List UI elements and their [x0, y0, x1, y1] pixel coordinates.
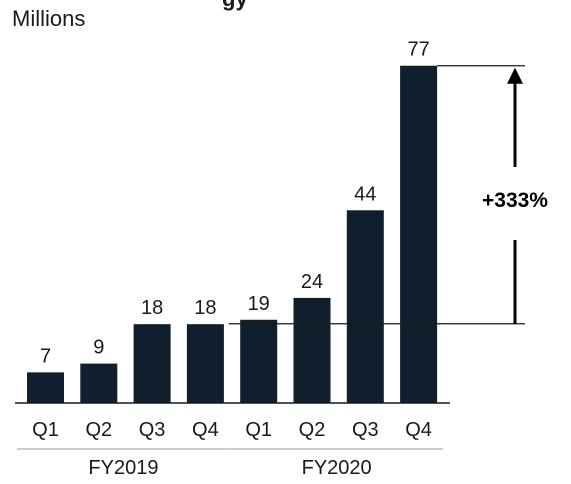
category-label: Q2 — [85, 419, 112, 441]
bar — [346, 210, 384, 403]
data-label: 19 — [248, 293, 270, 315]
category-label: Q1 — [245, 419, 272, 441]
group-label: FY2019 — [88, 457, 158, 479]
category-label: Q4 — [405, 419, 432, 441]
data-label: 18 — [194, 297, 216, 319]
annotation-arrowhead — [507, 67, 523, 84]
bar — [293, 297, 331, 403]
data-label: 24 — [301, 271, 323, 293]
data-label: 44 — [354, 183, 376, 205]
bar — [400, 65, 438, 404]
unit-label: Millions — [12, 6, 86, 31]
category-label: Q3 — [352, 419, 379, 441]
title-fragment: gy — [222, 0, 248, 12]
bar — [186, 324, 224, 403]
data-label: 77 — [407, 39, 429, 61]
bar — [133, 324, 171, 403]
category-label: Q4 — [192, 419, 219, 441]
bar — [240, 319, 278, 403]
bar — [27, 372, 64, 403]
group-label: FY2020 — [302, 457, 372, 479]
category-label: Q1 — [32, 419, 59, 441]
data-label: 9 — [93, 337, 104, 359]
category-label: Q2 — [299, 419, 326, 441]
data-label: 18 — [141, 297, 163, 319]
annotation-label: +333% — [482, 189, 548, 212]
data-label: 7 — [40, 345, 51, 367]
category-label: Q3 — [139, 419, 166, 441]
bar — [80, 363, 118, 403]
